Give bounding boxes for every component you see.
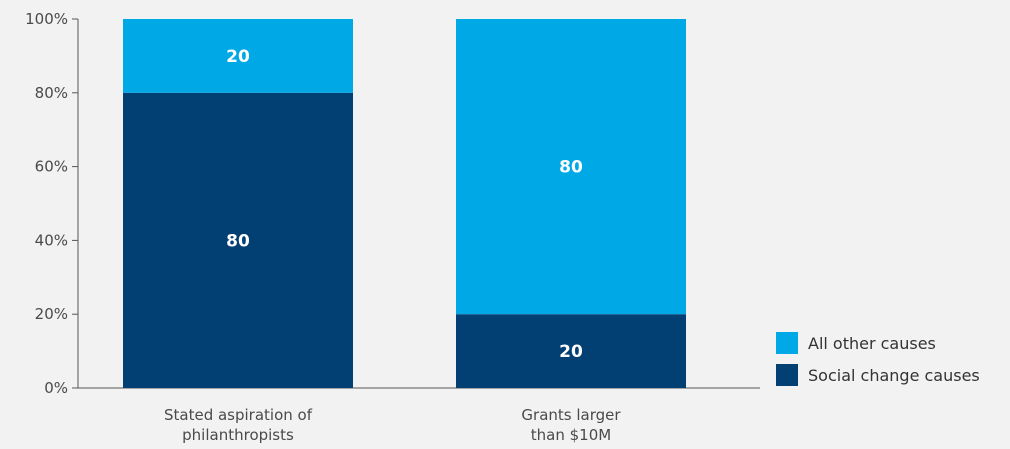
- legend-swatch: [776, 364, 798, 386]
- chart-legend: All other causes Social change causes: [776, 332, 980, 386]
- chart-data-labels: 80 20 20 80: [226, 47, 583, 362]
- chart-bars: [123, 19, 686, 389]
- y-tick-label: 40%: [35, 231, 68, 249]
- chart-category-labels: Stated aspiration of philanthropists Grant…: [164, 406, 621, 444]
- x-category-label: Grants larger than $10M: [521, 406, 621, 444]
- bar-segment: [123, 92, 353, 389]
- legend-label: Social change causes: [808, 366, 980, 385]
- y-tick-label: 100%: [25, 10, 68, 28]
- data-label: 20: [226, 47, 250, 67]
- y-tick-label: 0%: [44, 379, 68, 397]
- y-tick-label: 80%: [35, 84, 68, 102]
- data-label: 20: [559, 342, 583, 362]
- y-tick-label: 60%: [35, 158, 68, 176]
- x-category-label: Stated aspiration of philanthropists: [164, 406, 313, 444]
- bar-segment: [456, 19, 686, 315]
- x-category-label-line: Grants larger: [521, 406, 621, 424]
- data-label: 80: [559, 158, 583, 178]
- bar-segment: [456, 314, 686, 388]
- bar-segment: [123, 19, 353, 93]
- x-category-label-line: Stated aspiration of: [164, 406, 313, 424]
- x-category-label-line: than $10M: [531, 426, 611, 444]
- x-category-label-line: philanthropists: [182, 426, 294, 444]
- legend-label: All other causes: [808, 334, 936, 353]
- data-label: 80: [226, 231, 250, 251]
- y-tick-label: 20%: [35, 305, 68, 323]
- legend-swatch: [776, 332, 798, 354]
